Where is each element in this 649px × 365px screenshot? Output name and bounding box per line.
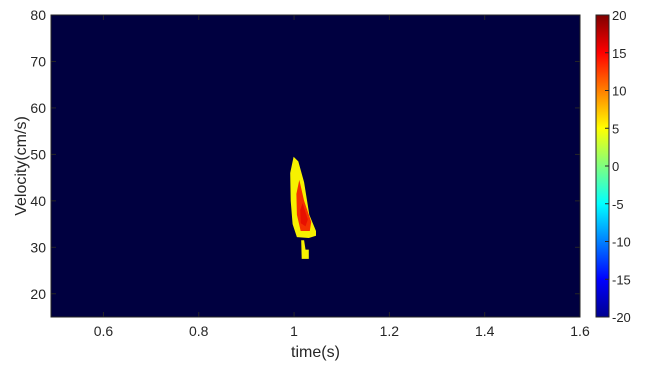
y-tick-label: 80 [30, 7, 46, 23]
colorbar-tick-label: 10 [612, 84, 626, 99]
colorbar-tick-label: -15 [612, 272, 631, 287]
x-tick-label: 1 [290, 323, 298, 339]
colorbar-tick-label: 5 [612, 121, 619, 136]
plot-frame [50, 14, 581, 318]
x-axis-label: time(s) [291, 344, 340, 361]
y-tick-label: 30 [30, 239, 46, 255]
x-tick-label: 0.6 [94, 323, 114, 339]
x-axis: 0.6 0.8 1 1.2 1.4 1.6 [94, 15, 590, 339]
x-tick-label: 1.6 [570, 323, 590, 339]
y-tick-label: 50 [30, 146, 46, 162]
small-blob [301, 240, 309, 259]
colorbar-tick-label: 15 [612, 46, 626, 61]
y-tick-label: 40 [30, 193, 46, 209]
main-blob-hot [300, 203, 308, 227]
plot-area [51, 15, 580, 317]
x-tick-label: 1.2 [380, 323, 400, 339]
x-tick-label: 1.4 [475, 323, 495, 339]
y-axis: 20 30 40 50 60 70 80 [30, 7, 580, 302]
heatmap-cells [290, 156, 316, 259]
x-tick-label: 0.8 [189, 323, 209, 339]
y-tick-label: 70 [30, 53, 46, 69]
colorbar-tick-label: 0 [612, 159, 619, 174]
y-tick-label: 20 [30, 286, 46, 302]
colorbar-tick-label: -10 [612, 235, 631, 250]
colorbar-tick-label: -5 [612, 197, 624, 212]
colorbar-tick-label: 20 [612, 8, 626, 23]
colorbar-axis: 20 15 10 5 0 -5 -10 -15 -20 [605, 8, 631, 325]
y-tick-label: 60 [30, 100, 46, 116]
y-axis-label: Velocity(cm/s) [13, 116, 30, 216]
colorbar-tick-label: -20 [612, 310, 631, 325]
